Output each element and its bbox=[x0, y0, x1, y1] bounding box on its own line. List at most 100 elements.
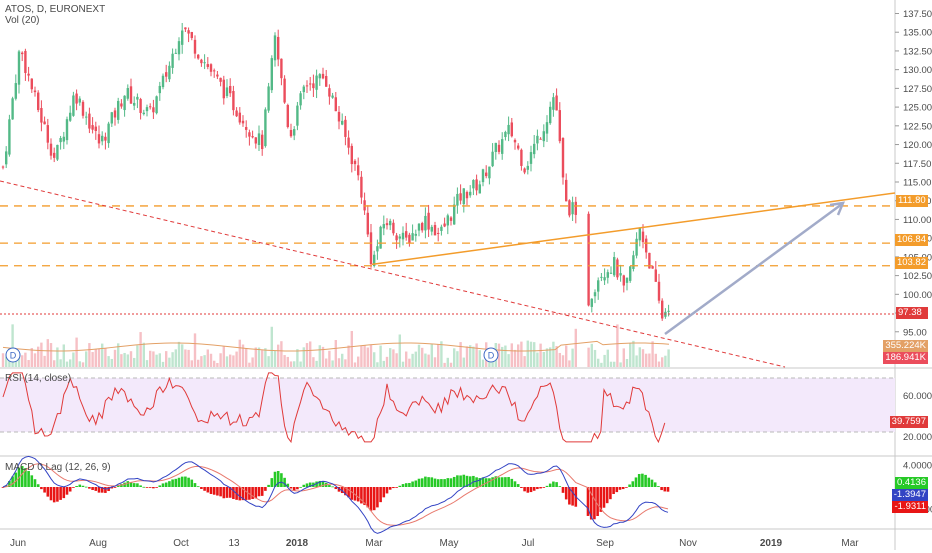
candle-body bbox=[1, 166, 5, 168]
candle-body bbox=[165, 72, 168, 77]
macd-histogram-bar bbox=[222, 487, 226, 499]
macd-histogram-bar bbox=[542, 487, 546, 488]
macd-histogram-bar bbox=[65, 487, 69, 495]
volume-bar bbox=[107, 356, 110, 367]
macd-histogram-bar bbox=[363, 487, 366, 506]
macd-histogram-bar bbox=[440, 479, 443, 487]
candle-body bbox=[104, 136, 107, 141]
volume-bar bbox=[545, 348, 549, 367]
candle-body bbox=[248, 132, 251, 137]
macd-histogram-bar bbox=[289, 487, 293, 489]
volume-bar bbox=[667, 349, 670, 367]
price-tick-label: 117.50 bbox=[903, 159, 931, 170]
candle-body bbox=[56, 144, 59, 160]
price-tick-label: 120.00 bbox=[903, 140, 932, 151]
candle-body bbox=[430, 226, 433, 232]
macd-histogram-bar bbox=[628, 484, 631, 487]
volume-bar bbox=[299, 361, 302, 367]
volume-bar bbox=[504, 345, 507, 367]
candle-body bbox=[315, 75, 318, 90]
price-tick-label: 130.00 bbox=[903, 65, 932, 76]
volume-bar bbox=[200, 356, 203, 367]
volume-bar bbox=[261, 350, 264, 367]
macd-histogram-bar bbox=[206, 487, 210, 493]
volume-bar bbox=[446, 357, 449, 367]
candle-body bbox=[142, 112, 145, 115]
volume-bar bbox=[561, 355, 565, 367]
candle-body bbox=[241, 120, 245, 124]
volume-bar bbox=[360, 346, 363, 367]
candle-body bbox=[75, 93, 78, 104]
macd-histogram-bar bbox=[555, 482, 558, 487]
volume-bar bbox=[296, 349, 299, 367]
volume-bar bbox=[69, 359, 72, 367]
macd-histogram-bar bbox=[33, 479, 37, 487]
macd-histogram-bar bbox=[200, 487, 203, 490]
candle-body bbox=[625, 277, 629, 283]
candle-body bbox=[392, 222, 395, 234]
volume-bar bbox=[72, 352, 75, 367]
macd-histogram-bar bbox=[190, 479, 194, 487]
macd-histogram-bar bbox=[452, 476, 456, 487]
candle-body bbox=[8, 119, 11, 155]
macd-histogram-bar bbox=[612, 487, 615, 494]
volume-bar bbox=[117, 343, 120, 367]
volume-bar bbox=[139, 332, 142, 367]
macd-histogram-bar bbox=[414, 480, 418, 487]
volume-bar bbox=[232, 355, 235, 367]
volume-bar bbox=[222, 346, 225, 367]
macd-histogram-bar bbox=[417, 478, 421, 487]
candle-body bbox=[37, 92, 40, 111]
candle-body bbox=[40, 108, 43, 123]
candle-body bbox=[139, 99, 142, 113]
volume-bar bbox=[424, 353, 427, 367]
macd-histogram-bar bbox=[488, 478, 491, 487]
macd-histogram-bar bbox=[615, 487, 619, 493]
volume-bar bbox=[229, 354, 232, 367]
candle-body bbox=[203, 62, 206, 64]
candle-body bbox=[414, 233, 417, 236]
volume-bar bbox=[337, 358, 341, 367]
candle-body bbox=[277, 36, 280, 60]
macd-histogram-bar bbox=[369, 487, 373, 511]
volume-bar bbox=[430, 343, 433, 367]
candle-body bbox=[62, 136, 65, 142]
volume-bar bbox=[187, 349, 190, 367]
candle-body bbox=[53, 152, 56, 158]
projection-arrow-head bbox=[829, 201, 846, 216]
macd-histogram-bar bbox=[72, 487, 75, 488]
volume-bar bbox=[174, 349, 177, 367]
macd-histogram-bar bbox=[449, 478, 453, 487]
macd-histogram-bar bbox=[305, 483, 309, 487]
macd-histogram-bar bbox=[356, 487, 360, 502]
volume-bar bbox=[216, 362, 219, 367]
rsi-tick-20: 20.0000 bbox=[903, 432, 932, 443]
candle-body bbox=[46, 125, 49, 143]
volume-bar bbox=[510, 343, 513, 367]
volume-bar bbox=[635, 355, 638, 367]
volume-bar bbox=[645, 353, 648, 367]
volume-bar bbox=[305, 343, 309, 367]
volume-bar bbox=[24, 352, 27, 367]
volume-bar bbox=[168, 357, 171, 367]
volume-bar bbox=[257, 347, 261, 367]
volume-bar bbox=[414, 351, 417, 367]
candle-body bbox=[529, 152, 533, 164]
macd-histogram-bar bbox=[568, 487, 571, 505]
macd-histogram-bar bbox=[187, 477, 190, 487]
macd-histogram-bar bbox=[203, 487, 206, 491]
candle-body bbox=[200, 59, 203, 64]
macd-title: MACD 0 Lag (12, 26, 9) bbox=[5, 462, 111, 473]
candle-body bbox=[302, 86, 305, 93]
macd-histogram-bar bbox=[465, 475, 469, 487]
rsi-band bbox=[0, 378, 895, 432]
candle-body bbox=[101, 135, 104, 142]
volume-bar bbox=[613, 361, 616, 367]
candle-body bbox=[113, 110, 117, 118]
volume-bar bbox=[56, 347, 59, 367]
candle-body bbox=[72, 95, 75, 116]
candle-body bbox=[177, 41, 181, 55]
volume-bar bbox=[104, 348, 107, 367]
